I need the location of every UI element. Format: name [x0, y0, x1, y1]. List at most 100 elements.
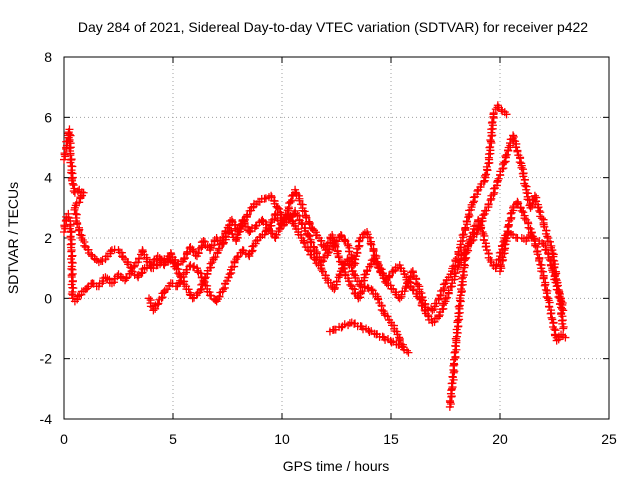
data-point — [401, 284, 410, 293]
data-point — [404, 277, 413, 286]
data-point — [515, 158, 524, 167]
data-point — [196, 269, 205, 278]
data-point — [521, 181, 530, 190]
data-point — [367, 240, 376, 249]
axis-ticks: 0 5 10 15 20 25 -4 -2 0 2 4 6 8 — [40, 49, 617, 447]
data-point — [527, 228, 536, 237]
data-point — [537, 214, 546, 223]
data-point — [383, 312, 392, 321]
data-point — [501, 152, 510, 161]
y-tick-label: 8 — [44, 49, 52, 65]
data-point — [258, 215, 267, 224]
data-point — [451, 268, 460, 277]
data-point — [454, 247, 463, 256]
data-point — [358, 287, 367, 296]
data-point — [133, 271, 142, 280]
data-point — [526, 224, 535, 233]
data-point — [486, 135, 495, 144]
data-point — [219, 240, 228, 249]
data-point — [453, 316, 462, 325]
data-point — [544, 237, 553, 246]
data-point — [488, 118, 497, 127]
data-point — [517, 206, 526, 215]
data-point — [557, 330, 566, 339]
data-point — [310, 255, 319, 264]
data-point — [489, 109, 498, 118]
data-point — [526, 203, 535, 212]
data-point — [67, 228, 76, 237]
data-point — [458, 231, 467, 240]
data-point — [377, 265, 386, 274]
data-point — [413, 280, 422, 289]
data-point — [540, 222, 549, 231]
data-point — [417, 301, 426, 310]
data-point — [119, 253, 128, 262]
data-point — [534, 256, 543, 265]
y-axis-label: SDTVAR / TECUs — [5, 182, 21, 294]
data-point — [500, 158, 509, 167]
x-tick-label: 0 — [60, 431, 68, 447]
data-point — [478, 227, 487, 236]
data-point — [547, 313, 556, 322]
data-point — [194, 248, 203, 257]
data-point — [211, 252, 220, 261]
data-point — [365, 233, 374, 242]
data-point — [408, 285, 417, 294]
data-point — [482, 170, 491, 179]
data-point — [154, 299, 163, 308]
data-point — [387, 338, 396, 347]
data-point — [415, 294, 424, 303]
data-point — [310, 226, 319, 235]
data-point — [65, 137, 74, 146]
data-point — [514, 199, 523, 208]
data-point — [485, 143, 494, 152]
data-point — [513, 147, 522, 156]
data-point — [452, 254, 461, 263]
data-point — [157, 294, 166, 303]
y-tick-label: -2 — [40, 351, 53, 367]
data-point — [206, 259, 215, 268]
y-tick-label: 4 — [44, 170, 52, 186]
y-tick-label: -4 — [40, 411, 53, 427]
data-point — [459, 230, 468, 239]
x-axis-label: GPS time / hours — [283, 458, 390, 474]
data-point — [245, 227, 254, 236]
data-point — [542, 292, 551, 301]
data-point — [317, 265, 326, 274]
data-point — [486, 196, 495, 205]
data-point — [287, 213, 296, 222]
data-point — [273, 203, 282, 212]
data-point — [395, 294, 404, 303]
data-point — [449, 262, 458, 271]
data-point — [222, 232, 231, 241]
data-series — [60, 101, 570, 411]
data-point — [271, 209, 280, 218]
data-point — [344, 277, 353, 286]
data-point — [454, 302, 463, 311]
data-point — [309, 242, 318, 251]
data-point — [369, 255, 378, 264]
data-point — [74, 226, 83, 235]
data-point — [66, 151, 75, 160]
data-point — [484, 200, 493, 209]
data-point — [199, 277, 208, 286]
data-point — [67, 290, 76, 299]
data-point — [374, 295, 383, 304]
data-point — [137, 269, 146, 278]
data-point — [348, 284, 357, 293]
data-point — [275, 224, 284, 233]
data-point — [524, 223, 533, 232]
data-point — [83, 284, 92, 293]
y-tick-label: 0 — [44, 290, 52, 306]
data-point — [189, 247, 198, 256]
data-point — [305, 220, 314, 229]
data-point — [343, 255, 352, 264]
data-point — [448, 372, 457, 381]
data-point — [340, 320, 349, 329]
data-point — [480, 171, 489, 180]
data-point — [559, 306, 568, 315]
y-tick-label: 2 — [44, 230, 52, 246]
data-point — [545, 237, 554, 246]
data-point — [557, 304, 566, 313]
data-point — [479, 211, 488, 220]
